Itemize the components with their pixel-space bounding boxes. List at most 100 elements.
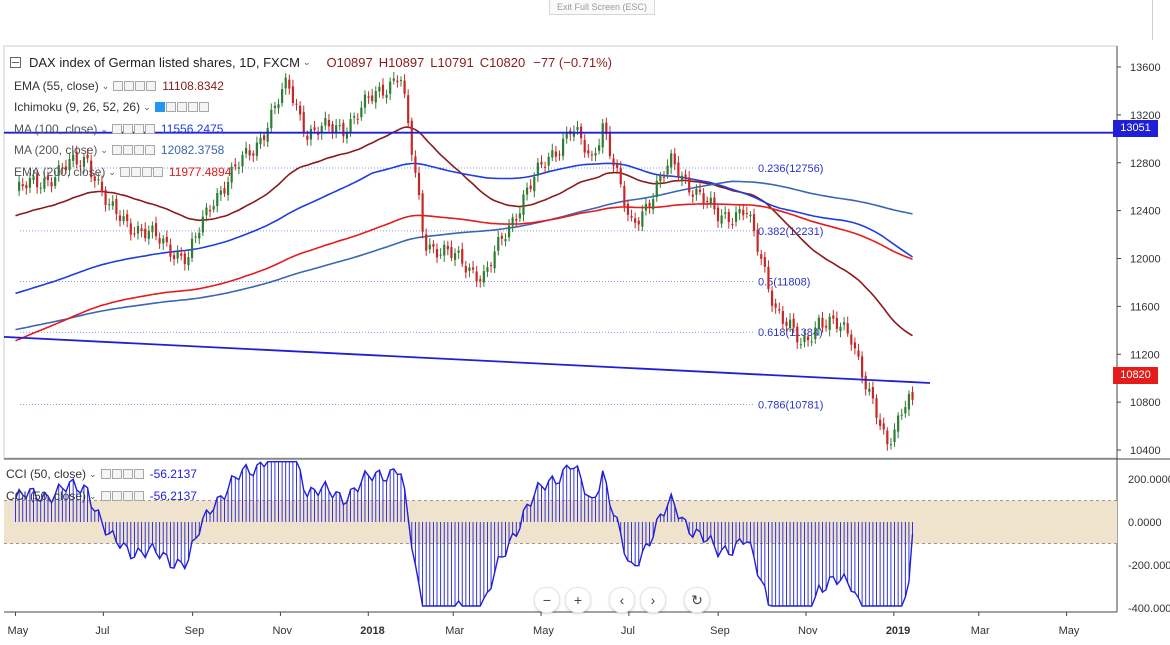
chevron-down-icon[interactable]: ⌄: [302, 56, 311, 67]
candle-body: [140, 228, 143, 231]
ema200-line: [15, 202, 913, 342]
candle-body: [536, 162, 539, 176]
indicator-buttons[interactable]: [100, 469, 144, 479]
time-axis-label: Jul: [95, 625, 109, 637]
indicator-buttons[interactable]: [111, 124, 155, 134]
candle-body: [612, 158, 615, 166]
candle-body: [255, 142, 258, 156]
chevron-down-icon[interactable]: ⌄: [100, 144, 108, 155]
candle-body: [392, 78, 395, 81]
candle-body: [338, 125, 341, 127]
candle-body: [306, 135, 309, 140]
candle-body: [511, 217, 514, 226]
candle-body: [561, 138, 565, 157]
cci-axis-label: -400.0000: [1128, 603, 1170, 615]
cci-legend-2[interactable]: CCI (50, close) ⌄ -56.2137: [6, 487, 197, 505]
candle-body: [652, 199, 655, 210]
chevron-down-icon[interactable]: ⌄: [100, 123, 108, 134]
indicator-legend-ema55[interactable]: EMA (55, close) ⌄ 11108.8342: [14, 77, 224, 95]
candle-body: [828, 316, 831, 330]
zoom-in-button[interactable]: +: [565, 587, 591, 613]
candle-body: [655, 180, 658, 198]
candle-body: [731, 224, 734, 226]
candle-body: [136, 226, 140, 234]
candle-body: [727, 211, 730, 223]
candle-body: [644, 203, 648, 211]
chevron-down-icon[interactable]: ⌄: [108, 166, 116, 177]
candle-body: [129, 223, 132, 235]
candle-body: [57, 165, 60, 176]
indicator-legend-ema200[interactable]: EMA (200, close) ⌄ 11977.4894: [14, 163, 231, 181]
candle-body: [295, 103, 298, 105]
candle-body: [86, 154, 89, 159]
candle-body: [518, 213, 521, 219]
candle-body: [500, 235, 503, 239]
candle-body: [716, 207, 720, 222]
ma100-line: [15, 162, 913, 295]
candle-body: [111, 201, 114, 206]
scroll-right-button[interactable]: ›: [640, 587, 666, 613]
ohlc-low: L10791: [430, 54, 474, 70]
indicator-label: Ichimoku (9, 26, 52, 26): [14, 100, 141, 114]
scrollbar[interactable]: [1152, 0, 1170, 40]
candle-body: [745, 212, 748, 215]
candle-body: [18, 181, 21, 191]
cci-band: [4, 500, 1117, 544]
candle-body: [198, 232, 201, 239]
candle-body: [590, 154, 594, 156]
candle-body: [734, 212, 738, 222]
candle-body: [183, 253, 186, 265]
candle-body: [778, 309, 781, 311]
cci-legend-1[interactable]: CCI (50, close) ⌄ -56.2137: [6, 465, 197, 483]
candle-body: [587, 150, 590, 154]
indicator-legend-ma200[interactable]: MA (200, close) ⌄ 12082.3758: [14, 141, 224, 159]
ma200-line: [15, 180, 913, 331]
chevron-down-icon[interactable]: ⌄: [101, 80, 110, 91]
candle-body: [619, 167, 622, 185]
candle-body: [796, 326, 799, 343]
indicator-legend-ma100[interactable]: MA (100, close) ⌄ 11556.2475: [14, 120, 223, 138]
scroll-left-button[interactable]: ‹: [609, 587, 635, 613]
candle-body: [824, 325, 828, 328]
trend-line: [3, 335, 931, 384]
candle-body: [702, 193, 705, 204]
price-axis-label: 11600: [1130, 301, 1160, 313]
indicator-legend-ichimoku[interactable]: Ichimoku (9, 26, 52, 26) ⌄: [14, 98, 213, 116]
candle-body: [216, 193, 219, 207]
chevron-down-icon[interactable]: ⌄: [89, 490, 97, 501]
exit-fullscreen-button[interactable]: Exit Full Screen (ESC): [549, 0, 655, 15]
chevron-down-icon[interactable]: ⌄: [143, 101, 151, 112]
candle-body: [162, 238, 165, 244]
candle-body: [623, 186, 626, 207]
candle-body: [32, 176, 35, 181]
candle-body: [468, 267, 471, 271]
candle-body: [507, 225, 511, 238]
candle-body: [353, 116, 356, 118]
indicator-buttons[interactable]: [113, 81, 157, 91]
candle-body: [39, 187, 42, 189]
minus-box-icon[interactable]: [10, 56, 21, 68]
fib-label-2: 0.5(11808): [758, 276, 810, 288]
candle-body: [821, 317, 824, 328]
indicator-buttons[interactable]: [100, 491, 144, 501]
symbol-title[interactable]: DAX index of German listed shares, 1D, F…: [29, 54, 300, 70]
candle-body: [583, 140, 586, 153]
indicator-buttons[interactable]: [154, 102, 209, 112]
time-axis-label: May: [8, 625, 29, 637]
candle-body: [407, 95, 410, 124]
candle-body: [594, 153, 597, 156]
candle-body: [104, 189, 107, 205]
reset-chart-button[interactable]: ↻: [684, 587, 710, 613]
candle-body: [806, 336, 810, 341]
indicator-buttons[interactable]: [111, 145, 155, 155]
chevron-down-icon[interactable]: ⌄: [89, 468, 97, 479]
indicator-buttons[interactable]: [119, 167, 163, 177]
candle-body: [724, 212, 727, 214]
candle-body: [792, 318, 795, 328]
candle-body: [180, 253, 183, 256]
zoom-out-button[interactable]: −: [534, 587, 560, 613]
candle-body: [720, 215, 723, 224]
candle-body: [187, 257, 190, 266]
candle-body: [435, 248, 439, 258]
